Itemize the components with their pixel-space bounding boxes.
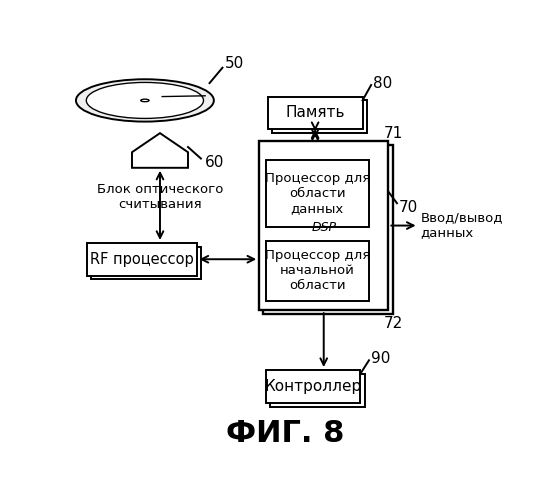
Text: 60: 60 xyxy=(205,155,225,170)
Text: ФИГ. 8: ФИГ. 8 xyxy=(226,419,344,448)
Bar xyxy=(270,374,365,406)
Text: 71: 71 xyxy=(384,126,403,140)
Text: Процессор для
начальной
области: Процессор для начальной области xyxy=(265,250,370,292)
Bar xyxy=(259,141,388,310)
Text: RF процессор: RF процессор xyxy=(90,252,193,266)
Text: DSP: DSP xyxy=(311,221,336,234)
Text: 70: 70 xyxy=(399,200,418,214)
Text: Контроллер: Контроллер xyxy=(264,379,361,394)
Ellipse shape xyxy=(76,79,214,122)
Polygon shape xyxy=(132,133,188,168)
Text: Память: Память xyxy=(285,106,345,120)
Text: 90: 90 xyxy=(371,351,390,366)
Bar xyxy=(266,241,369,300)
Bar xyxy=(272,100,367,133)
Ellipse shape xyxy=(141,99,149,102)
Text: 50: 50 xyxy=(225,56,244,72)
Bar xyxy=(266,160,369,228)
Bar xyxy=(264,144,393,314)
Bar xyxy=(87,243,197,276)
Text: 72: 72 xyxy=(384,316,403,331)
Bar xyxy=(268,96,363,130)
Ellipse shape xyxy=(86,82,203,118)
Text: Блок оптического
считывания: Блок оптического считывания xyxy=(97,183,223,211)
Text: Процессор для
области
данных: Процессор для области данных xyxy=(265,172,370,216)
Text: Ввод/вывод
данных: Ввод/вывод данных xyxy=(421,212,503,240)
Bar xyxy=(266,370,360,402)
Bar xyxy=(91,246,201,280)
Text: 80: 80 xyxy=(373,76,393,90)
